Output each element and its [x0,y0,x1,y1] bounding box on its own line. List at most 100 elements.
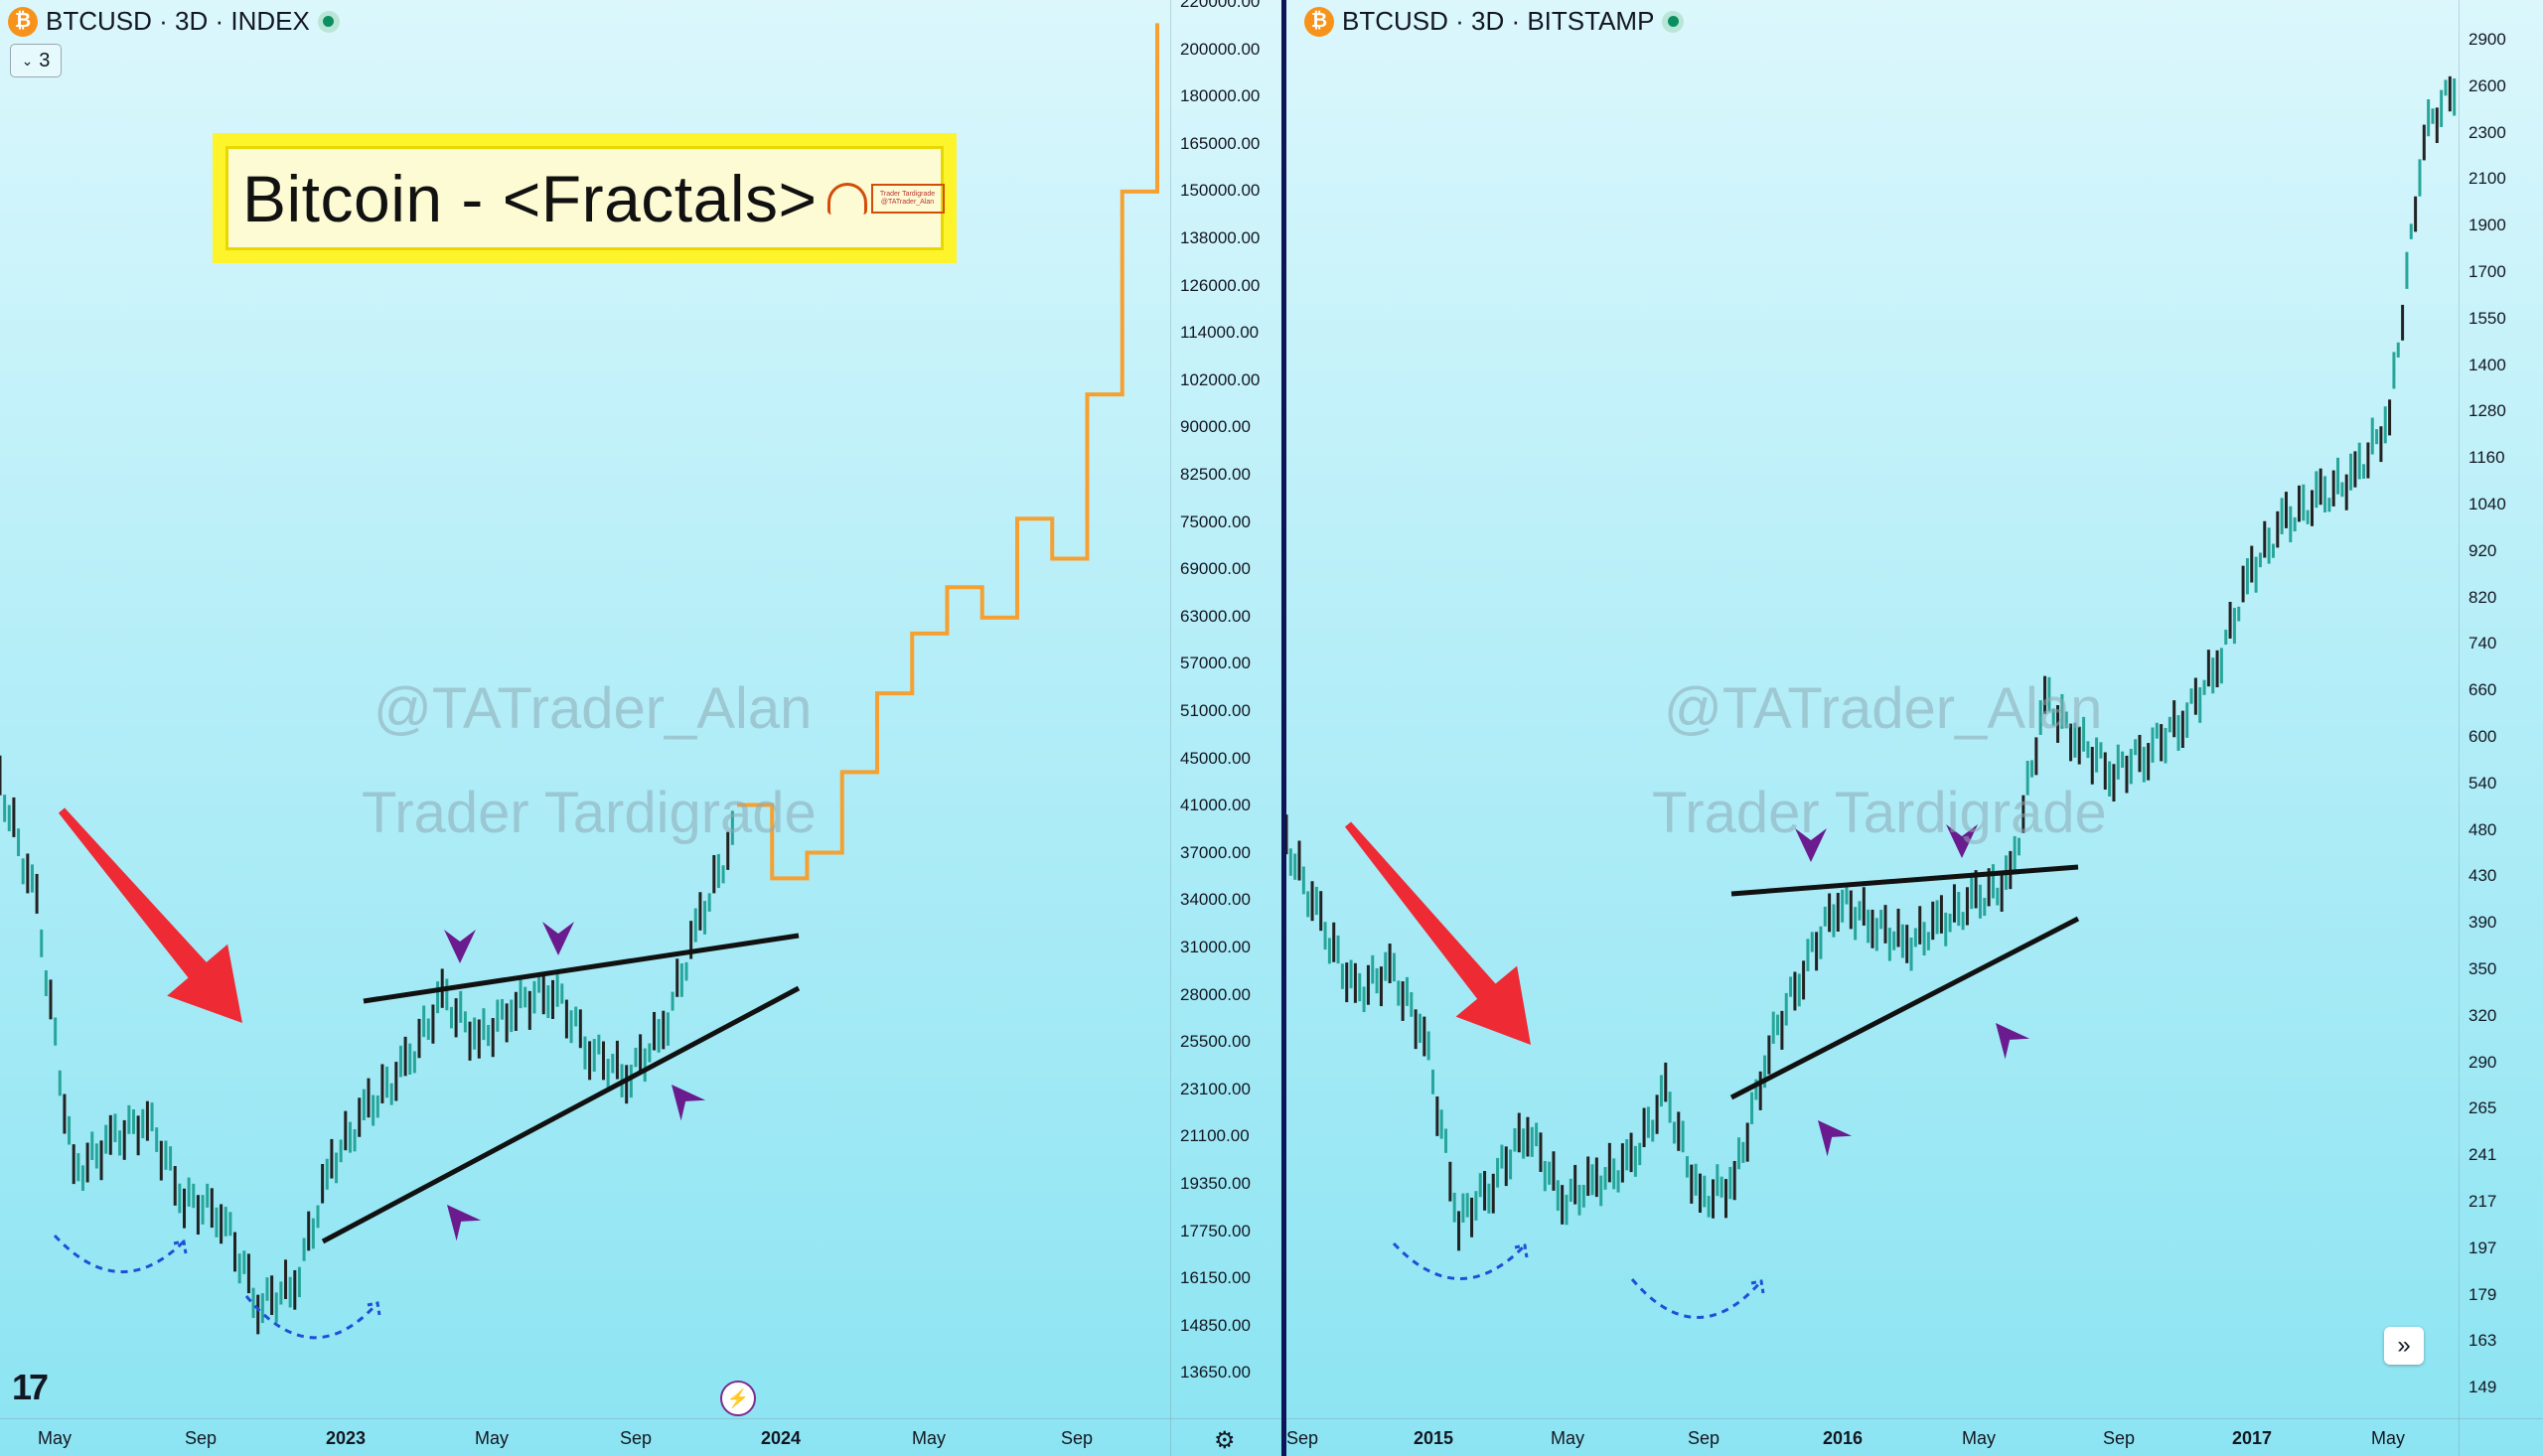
dashed-curve-arrowhead [173,1239,188,1254]
chart-title-box: Bitcoin - <Fractals> Trader Tardigrade @… [213,133,957,263]
projection-line [737,23,1159,881]
price-tick-label: 220000.00 [1180,0,1261,11]
time-tick-label: 2023 [326,1428,367,1448]
time-tick-label: May [2371,1428,2406,1448]
price-tick-label: 660 [2468,680,2497,700]
time-tick-label: Sep [1688,1428,1720,1448]
scroll-to-realtime-button[interactable]: » [2384,1327,2424,1365]
price-tick-label: 19350.00 [1180,1174,1251,1193]
price-tick-label: 290 [2468,1052,2497,1072]
pane-divider[interactable] [1281,0,1286,1456]
price-tick-label: 740 [2468,634,2497,654]
price-tick-label: 25500.00 [1180,1032,1251,1052]
watermark-name: Trader Tardigrade [362,781,817,845]
chevron-down-icon: ⌄ [21,52,34,69]
trendline [363,933,800,1004]
purple-arrow-marker [444,930,476,963]
right-symbol-header[interactable]: ₿ BTCUSD · 3D · BITSTAMP [1304,6,1685,37]
price-tick-label: 51000.00 [1180,701,1251,720]
time-tick-label: May [38,1428,73,1448]
tradingview-logo[interactable]: 17 [12,1367,49,1407]
purple-arrow-marker [542,922,574,955]
lightning-icon[interactable]: ⚡ [720,1381,756,1416]
logo-card-text: Trader Tardigrade @TATrader_Alan [870,183,945,214]
dashed-curve [1392,1241,1527,1280]
price-tick-label: 63000.00 [1180,606,1251,626]
price-tick-label: 37000.00 [1180,842,1251,862]
price-axis-border [2459,0,2460,1456]
trendline [1730,864,2079,897]
price-tick-label: 82500.00 [1180,465,1251,484]
price-tick-label: 150000.00 [1180,181,1261,201]
price-tick-label: 102000.00 [1180,369,1261,389]
price-tick-label: 2300 [2468,122,2506,142]
bitcoin-icon: ₿ [8,6,38,37]
market-status-icon[interactable] [1662,10,1685,33]
price-tick-label: 16150.00 [1180,1268,1251,1288]
price-tick-label: 163 [2468,1331,2497,1351]
price-tick-label: 149 [2468,1378,2497,1397]
price-tick-label: 200000.00 [1180,39,1261,59]
price-tick-label: 540 [2468,773,2497,793]
price-tick-label: 241 [2468,1145,2497,1165]
time-tick-label: Sep [1061,1428,1094,1448]
time-tick-label: May [912,1428,947,1448]
price-tick-label: 197 [2468,1238,2497,1257]
price-tick-label: 179 [2468,1284,2497,1304]
watermark-handle: @TATrader_Alan [1664,676,2103,741]
purple-arrow-marker [672,1085,706,1121]
right-chart-pane[interactable]: ₿ BTCUSD · 3D · BITSTAMP @TATrader_Alan … [1286,0,2543,1456]
price-tick-label: 90000.00 [1180,417,1251,437]
price-axis-border [1170,0,1171,1456]
price-tick-label: 1040 [2468,495,2506,513]
time-axis-border [1286,1418,2543,1419]
price-tick-label: 21100.00 [1180,1126,1250,1146]
price-tick-label: 45000.00 [1180,748,1251,768]
right-chart-canvas[interactable] [1286,0,2543,1456]
red-down-arrow [1344,821,1531,1045]
price-tick-label: 480 [2468,819,2497,839]
indicator-count: 3 [39,49,51,72]
watermark-handle: @TATrader_Alan [374,676,813,741]
price-tick-label: 390 [2468,913,2497,933]
time-tick-label: May [1962,1428,1997,1448]
trader-tardigrade-logo: Trader Tardigrade @TATrader_Alan [826,182,945,215]
purple-arrow-marker [1795,828,1827,862]
dashed-curve-arrowhead [1750,1279,1765,1294]
price-tick-label: 920 [2468,540,2497,560]
price-tick-label: 34000.00 [1180,890,1251,910]
price-tick-label: 350 [2468,959,2497,978]
time-tick-label: Sep [185,1428,218,1448]
settings-gear-icon[interactable]: ⚙ [1214,1427,1236,1454]
dashed-curve [244,1295,379,1340]
price-tick-label: 17750.00 [1180,1221,1251,1240]
price-tick-label: 430 [2468,866,2497,886]
price-tick-label: 2600 [2468,75,2506,95]
left-chart-canvas[interactable] [0,0,1281,1456]
price-tick-label: 1700 [2468,262,2506,281]
purple-arrow-marker [1818,1120,1853,1157]
price-tick-label: 31000.00 [1180,938,1251,956]
dashed-curve [1630,1278,1763,1319]
dashed-curve-arrowhead [1514,1243,1529,1258]
left-chart-pane[interactable]: ₿ BTCUSD · 3D · INDEX ⌄ 3 Bitcoin - <Fra… [0,0,1281,1456]
price-tick-label: 13650.00 [1180,1363,1251,1383]
market-status-icon[interactable] [317,10,340,33]
price-tick-label: 2900 [2468,30,2506,49]
price-tick-label: 69000.00 [1180,559,1251,579]
price-tick-label: 126000.00 [1180,275,1261,295]
price-tick-label: 165000.00 [1180,133,1261,153]
time-tick-label: Sep [1286,1428,1319,1448]
price-tick-label: 820 [2468,587,2497,607]
price-tick-label: 1400 [2468,355,2506,374]
trendline [1729,916,2080,1100]
bitcoin-icon: ₿ [1304,6,1334,37]
left-symbol-header[interactable]: ₿ BTCUSD · 3D · INDEX [8,6,340,37]
purple-arrow-marker [1996,1023,2030,1060]
purple-arrow-marker [1946,824,1978,858]
time-tick-label: 2016 [1823,1428,1864,1448]
dashed-curve-arrowhead [367,1301,381,1316]
indicator-collapse-button[interactable]: ⌄ 3 [10,44,62,77]
price-tick-label: 1900 [2468,216,2506,235]
left-symbol-label: BTCUSD · 3D · INDEX [46,6,310,36]
